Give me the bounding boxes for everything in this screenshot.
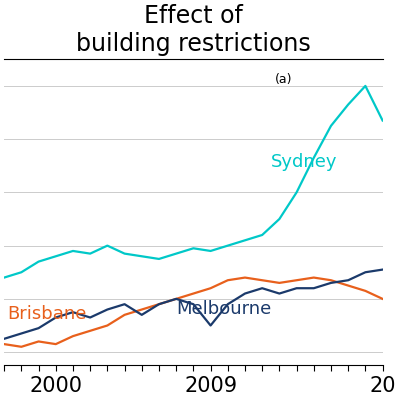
Text: (a): (a) [275, 73, 292, 86]
Text: Sydney: Sydney [271, 153, 337, 171]
Text: Brisbane: Brisbane [8, 305, 87, 323]
Title: Effect of
building restrictions: Effect of building restrictions [76, 4, 311, 56]
Text: Melbourne: Melbourne [176, 300, 272, 318]
